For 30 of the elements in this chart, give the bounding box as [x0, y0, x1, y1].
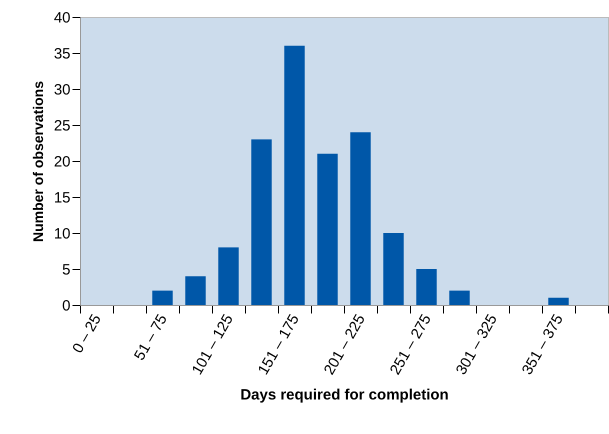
x-tick-label: 251 – 275	[386, 312, 435, 378]
y-tick-label: 10	[54, 226, 70, 242]
y-axis-title: Number of observations	[30, 80, 46, 242]
bar	[251, 139, 272, 305]
bar	[416, 269, 437, 305]
x-tick-label: 101 – 125	[188, 312, 237, 378]
y-tick-label: 35	[54, 46, 70, 62]
bar	[449, 290, 470, 305]
bar	[548, 298, 569, 305]
x-tick-label: 351 – 375	[518, 312, 567, 378]
x-tick-label: 0 – 25	[69, 312, 105, 356]
bar	[383, 233, 404, 305]
y-tick-label: 30	[54, 82, 70, 98]
y-tick-label: 40	[54, 10, 70, 26]
y-tick-label: 15	[54, 190, 70, 206]
x-axis-title: Days required for completion	[240, 386, 449, 404]
y-tick-label: 0	[62, 298, 70, 314]
y-tick-label: 5	[62, 262, 70, 278]
bar	[152, 290, 173, 305]
bar	[350, 132, 371, 305]
bar	[317, 154, 338, 305]
x-tick-label: 151 – 175	[254, 312, 303, 378]
y-tick-label: 20	[54, 154, 70, 170]
y-tick-label: 25	[54, 118, 70, 134]
x-tick-label: 51 – 75	[131, 312, 171, 364]
bar	[218, 247, 239, 305]
x-tick-label: 201 – 225	[320, 312, 369, 378]
bar	[185, 276, 206, 305]
bar	[284, 46, 305, 305]
x-tick-label: 301 – 325	[452, 312, 501, 378]
